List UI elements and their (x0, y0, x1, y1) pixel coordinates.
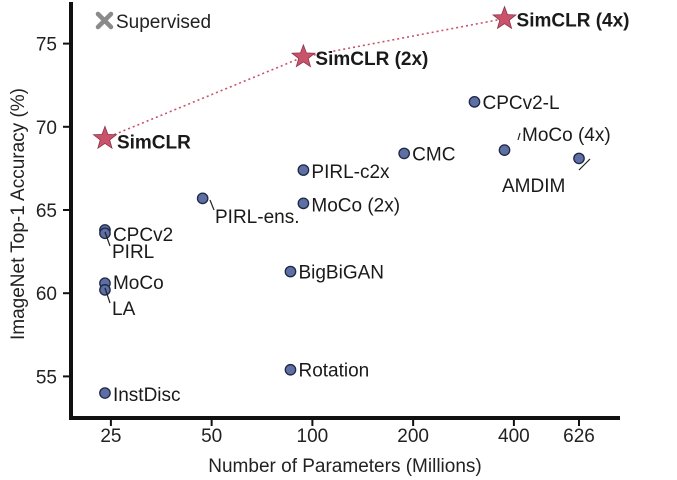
x-tick-label: 50 (201, 426, 222, 447)
point-label-moco-4x: MoCo (4x) (522, 125, 611, 146)
x-tick-label: 100 (297, 426, 329, 447)
legend-supervised: Supervised (95, 11, 211, 33)
point-cmc (398, 147, 411, 160)
label-leader-line (104, 231, 111, 247)
x-tick-label: 626 (563, 426, 595, 447)
point-label-pirl: PIRL (112, 242, 154, 263)
point-simclr-4x (492, 5, 518, 30)
point-pirl-c2x (297, 164, 310, 176)
y-tick-label: 70 (36, 118, 57, 139)
point-label-rotation: Rotation (298, 361, 369, 382)
point-simclr (92, 125, 118, 150)
y-tick-label: 60 (36, 284, 57, 305)
point-moco-4x (498, 144, 511, 156)
x-marker-icon (95, 11, 114, 30)
point-label-simclr-2x: SimCLR (2x) (315, 49, 428, 70)
label-leader-line (104, 287, 111, 304)
point-pirl-ens (196, 192, 209, 205)
point-instdisc (99, 387, 111, 399)
point-bigbigan (284, 265, 297, 278)
point-label-cpcv2-l: CPCv2-L (482, 93, 559, 114)
y-axis-title: ImageNet Top-1 Accuracy (%) (8, 88, 29, 340)
x-axis-title: Number of Parameters (Millions) (208, 456, 481, 477)
point-label-pirl-ens: PIRL-ens. (215, 207, 299, 228)
point-label-moco-2x: MoCo (2x) (311, 195, 400, 216)
x-tick-label: 400 (498, 426, 530, 447)
point-amdim (573, 152, 585, 165)
point-label-moco: MoCo (113, 273, 164, 294)
label-leader-line (517, 132, 521, 141)
y-tick-label: 75 (36, 35, 57, 56)
point-label-simclr-4x: SimCLR (4x) (517, 11, 630, 32)
point-label-pirl-c2x: PIRL-c2x (311, 162, 390, 183)
point-label-instdisc: InstDisc (113, 385, 181, 406)
point-moco-2x (297, 197, 310, 210)
y-tick-label: 55 (36, 367, 57, 388)
point-label-bigbigan: BigBiGAN (298, 263, 384, 284)
x-tick-label: 200 (397, 426, 429, 447)
point-simclr-2x (290, 43, 316, 68)
legend-label: Supervised (116, 12, 211, 33)
point-cpcv2-l (468, 95, 481, 108)
point-label-amdim: AMDIM (502, 176, 565, 197)
point-label-cmc: CMC (412, 144, 455, 165)
point-label-simclr: SimCLR (117, 132, 191, 153)
point-rotation (284, 363, 297, 376)
simclr-trend-line (104, 17, 505, 140)
label-leader-line (209, 199, 215, 211)
point-label-la: LA (112, 299, 136, 320)
point-label-cpcv2: CPCv2 (113, 225, 173, 246)
label-leader-line (578, 158, 591, 171)
x-tick-label: 25 (100, 426, 121, 447)
y-tick-label: 65 (36, 201, 57, 222)
point-la (99, 284, 111, 296)
